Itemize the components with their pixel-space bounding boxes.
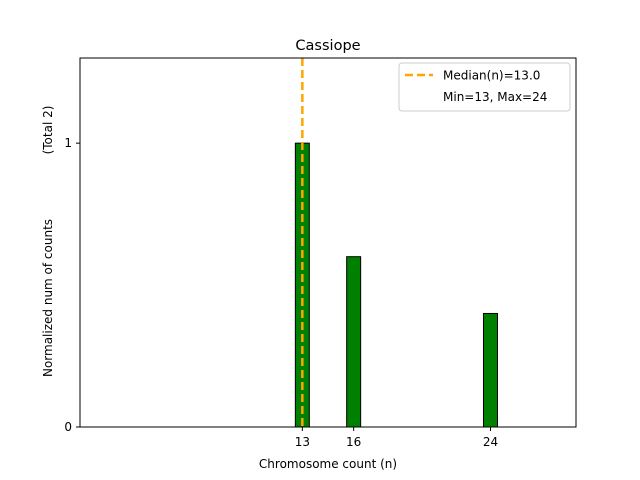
- y-axis-label: Normalized num of counts: [41, 219, 55, 377]
- plot-frame: [79, 57, 577, 428]
- x-tick-label: 13: [295, 435, 310, 449]
- y-tick-label: 0: [64, 420, 72, 434]
- y-tick-label: 1: [64, 136, 72, 150]
- bar: [346, 256, 362, 428]
- plot-area: 13 16 24 0 1: [64, 58, 498, 449]
- bar: [482, 312, 498, 428]
- legend-box: [398, 62, 571, 112]
- x-tick-label: 16: [346, 435, 361, 449]
- chart-title: Cassiope: [295, 38, 360, 54]
- y-axis-total-label: (Total 2): [41, 106, 55, 155]
- legend-median-label: Median(n)=13.0: [443, 69, 540, 83]
- legend: Median(n)=13.0 Min=13, Max=24: [398, 62, 571, 112]
- x-tick-label: 24: [483, 435, 498, 449]
- legend-minmax-label: Min=13, Max=24: [443, 90, 547, 104]
- x-axis-label: Chromosome count (n): [259, 457, 397, 471]
